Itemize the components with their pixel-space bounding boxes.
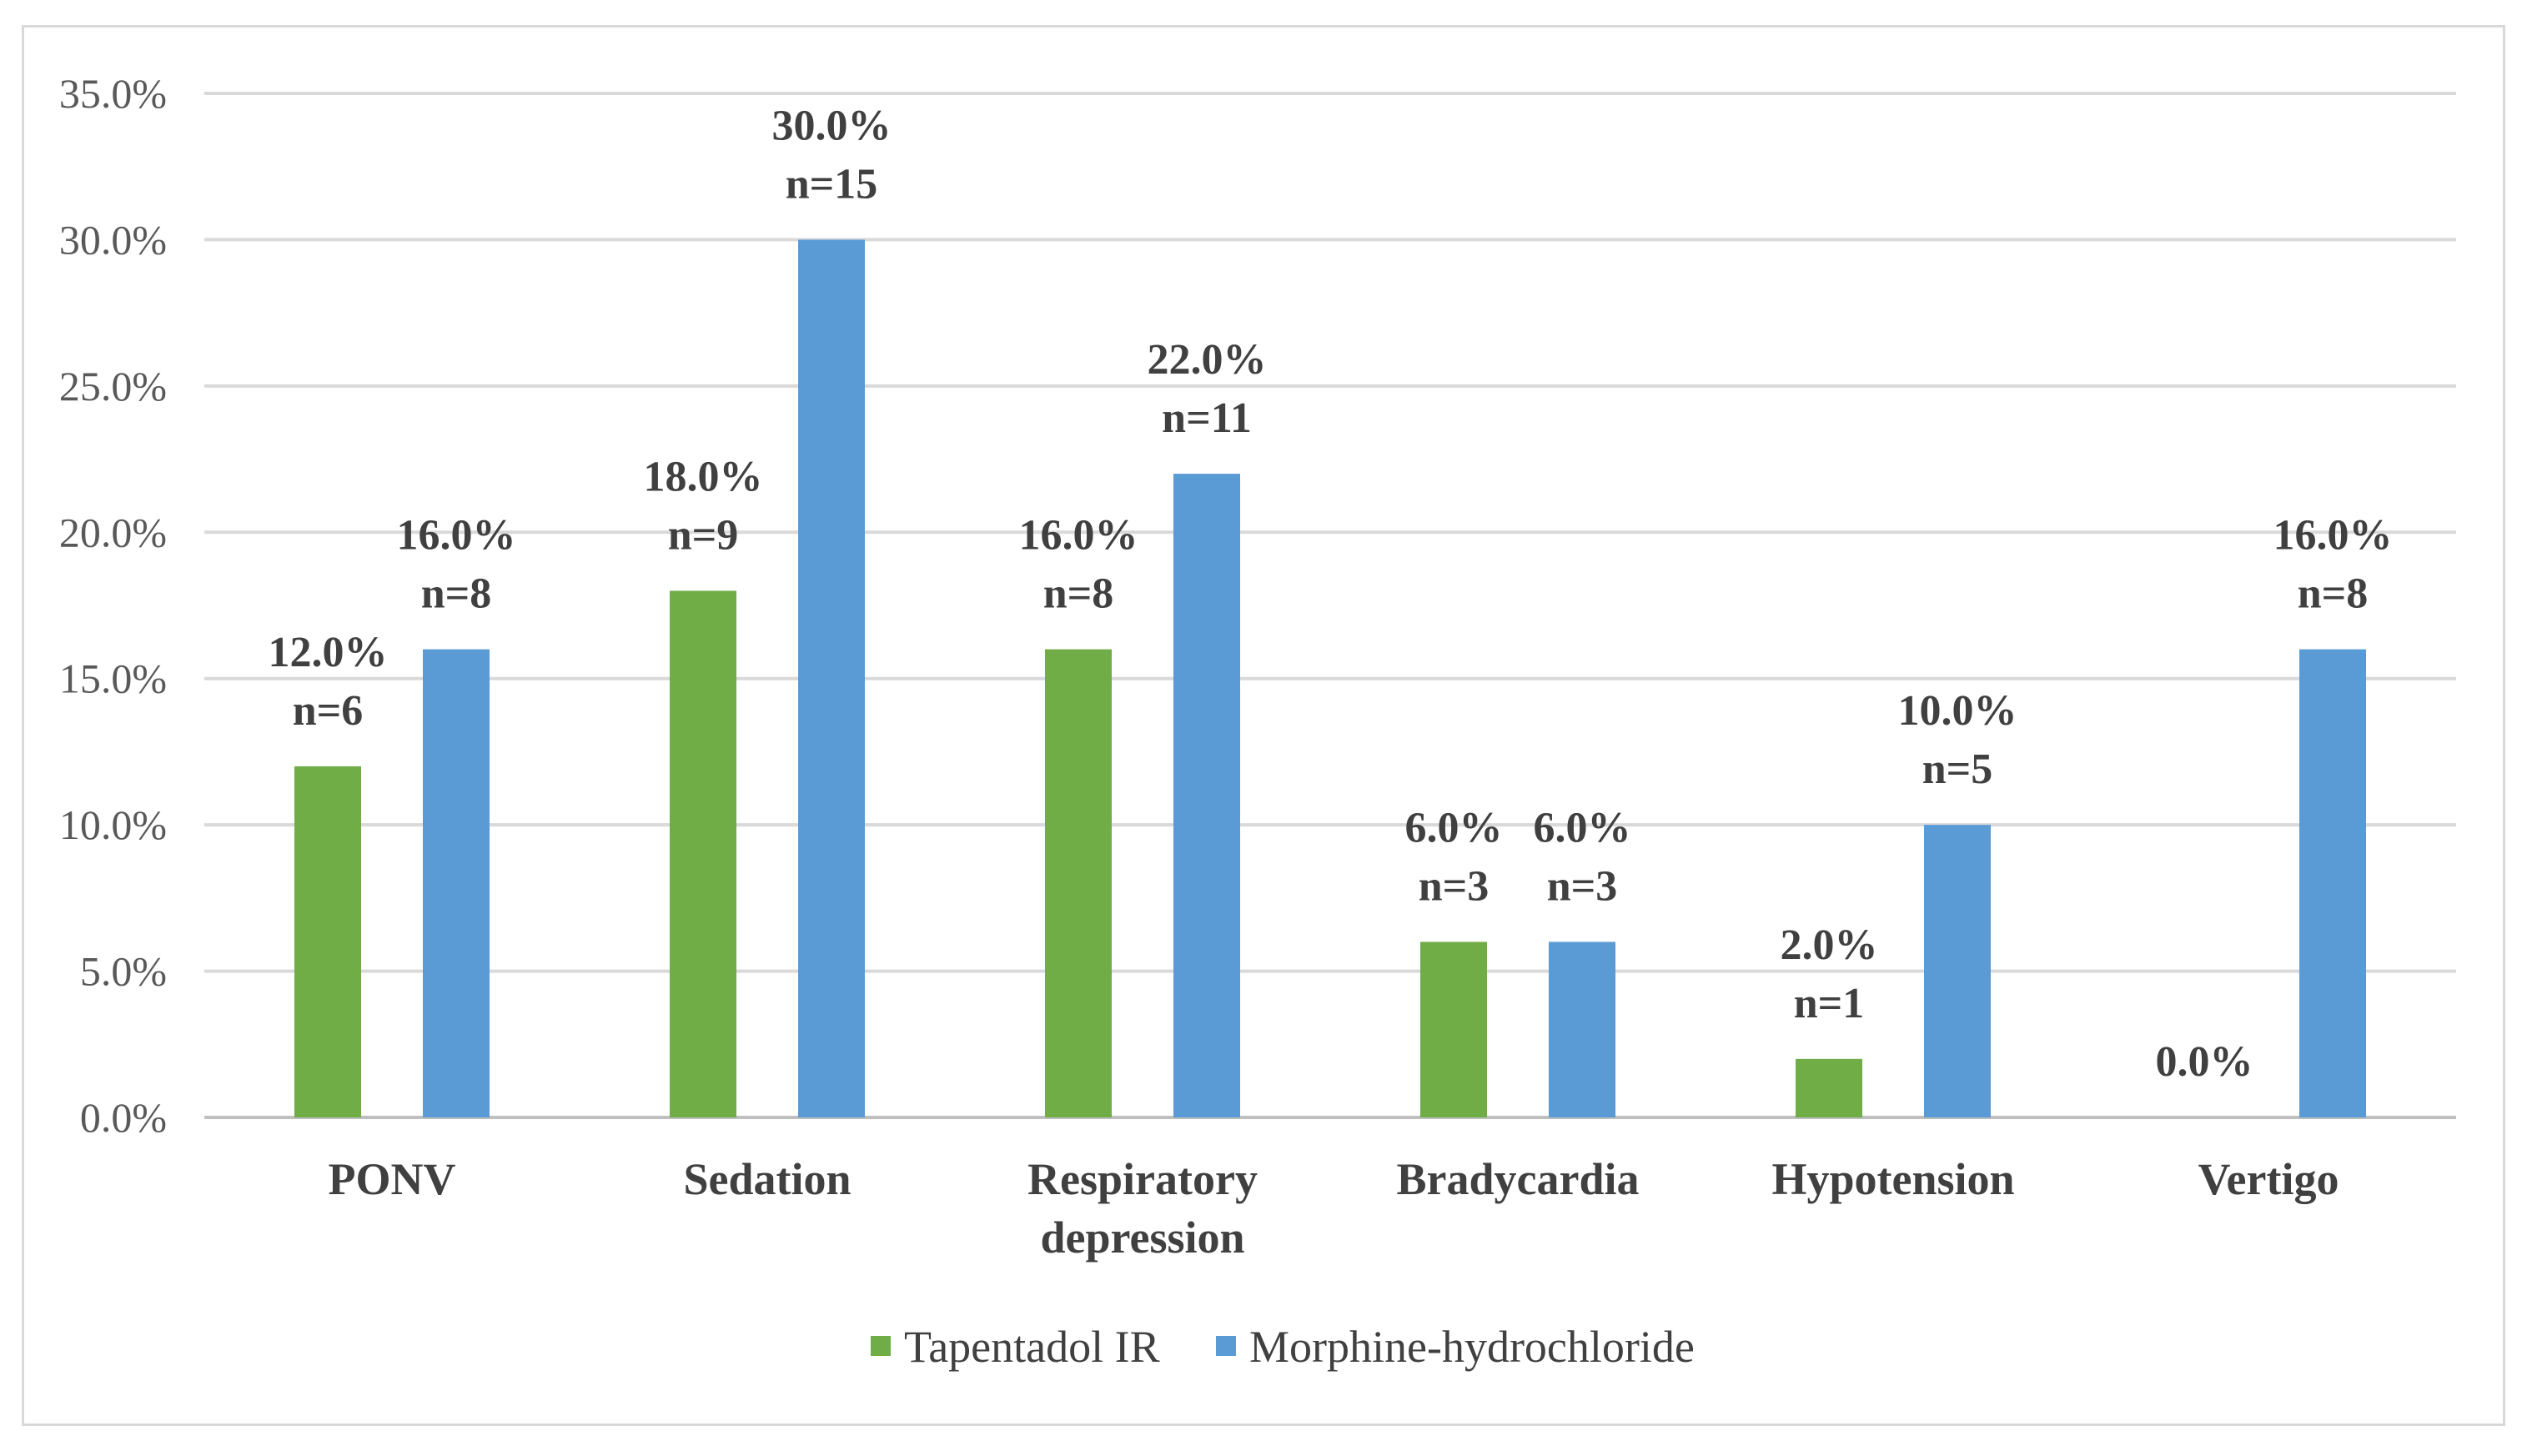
legend-label-tapentadol: Tapentadol IR <box>904 1322 1160 1372</box>
data-label: n=9 <box>668 511 739 559</box>
y-tick-label: 15.0% <box>59 655 167 702</box>
bar-morphine <box>1924 825 1991 1117</box>
bar-tapentadol <box>1420 941 1487 1117</box>
data-label: 12.0% <box>269 629 388 676</box>
data-label: 30.0% <box>772 102 892 149</box>
category-label: depression <box>1040 1212 1244 1263</box>
y-tick-label: 35.0% <box>59 70 167 117</box>
bar-morphine <box>798 239 865 1117</box>
legend-swatch-morphine <box>1216 1336 1236 1356</box>
data-label: 6.0% <box>1534 804 1631 851</box>
y-tick-label: 0.0% <box>80 1094 167 1141</box>
data-label: 6.0% <box>1405 804 1503 851</box>
data-label: n=6 <box>293 687 364 735</box>
bar-tapentadol <box>294 766 361 1117</box>
legend: Tapentadol IR Morphine-hydrochloride <box>871 1322 1695 1372</box>
category-label: Hypotension <box>1771 1154 2014 1204</box>
gridlines <box>204 92 2456 1119</box>
data-label: 16.0% <box>2273 512 2393 560</box>
data-label: n=8 <box>2298 570 2369 618</box>
legend-swatch-tapentadol <box>871 1336 891 1356</box>
data-labels: 12.0% n=6 18.0% n=9 16.0% n=8 6.0% n=3 2.0% n=1 0.… <box>269 102 2393 1086</box>
data-label: 16.0% <box>397 512 516 560</box>
bar-morphine <box>2299 649 2366 1117</box>
y-tick-label: 5.0% <box>80 948 167 995</box>
legend-label-morphine: Morphine-hydrochloride <box>1249 1322 1695 1372</box>
data-label: n=3 <box>1547 862 1618 910</box>
data-label: n=15 <box>786 160 878 208</box>
data-label: n=3 <box>1419 862 1490 910</box>
bars <box>294 239 2366 1117</box>
data-label: n=1 <box>1794 980 1865 1027</box>
data-label: n=11 <box>1162 394 1252 442</box>
y-tick-label: 20.0% <box>59 509 167 555</box>
data-label: 22.0% <box>1148 336 1267 384</box>
data-label: 10.0% <box>1898 687 2017 735</box>
data-label: n=8 <box>1043 570 1114 618</box>
data-label: 2.0% <box>1781 921 1878 969</box>
y-tick-label: 10.0% <box>59 801 167 848</box>
bar-morphine <box>423 649 490 1117</box>
bar-morphine <box>1549 941 1615 1117</box>
x-axis-categories: PONV Sedation Respiratory depression Bradyca… <box>329 1154 2339 1263</box>
category-label: Respiratory <box>1027 1154 1258 1204</box>
data-label: n=8 <box>421 570 492 618</box>
bar-tapentadol <box>670 590 736 1117</box>
data-label: 0.0% <box>2156 1038 2253 1086</box>
y-tick-label: 30.0% <box>59 216 167 263</box>
category-label: Vertigo <box>2198 1154 2339 1204</box>
y-tick-label: 25.0% <box>59 363 167 409</box>
data-label: 18.0% <box>644 453 763 500</box>
bar-tapentadol <box>1796 1058 1862 1117</box>
bar-tapentadol <box>1045 649 1112 1117</box>
data-label: n=5 <box>1922 746 1993 793</box>
bar-morphine <box>1173 474 1240 1117</box>
category-label: Bradycardia <box>1397 1154 1640 1204</box>
y-axis-ticks: 0.0% 5.0% 10.0% 15.0% 20.0% 25.0% 30.0% 35.0% <box>59 70 167 1141</box>
category-label: PONV <box>329 1154 456 1204</box>
category-label: Sedation <box>683 1154 851 1204</box>
data-label: 16.0% <box>1019 512 1138 560</box>
